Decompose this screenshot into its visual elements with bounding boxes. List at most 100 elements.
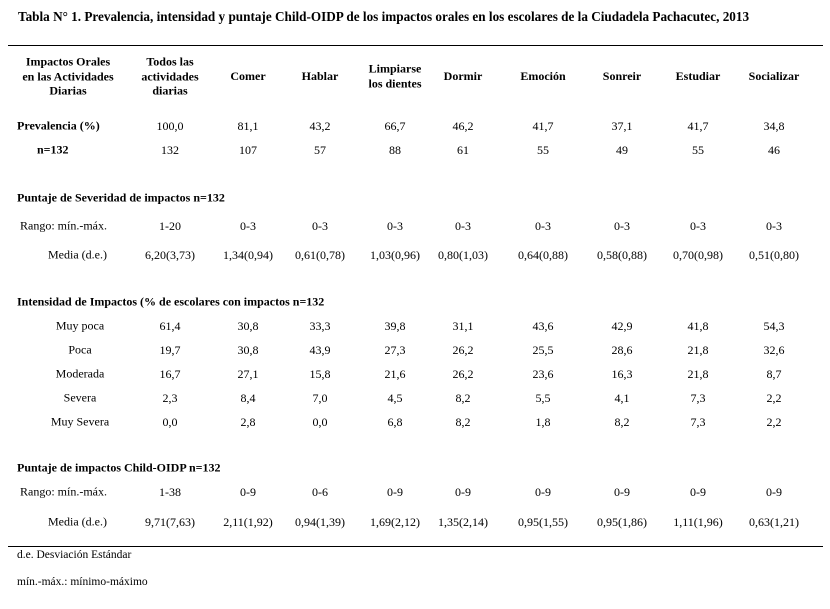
table-cell: 61	[457, 143, 469, 157]
column-header: Impactos Orales en las Actividades Diari…	[22, 54, 114, 98]
table-cell: 0,51(0,80)	[749, 248, 799, 262]
table-cell: 57	[314, 143, 326, 157]
row-label: Severa	[63, 390, 97, 405]
table-cell: 4,5	[387, 391, 403, 405]
table-cell: 8,2	[455, 415, 471, 429]
column-header: Comer	[230, 69, 266, 83]
table-cell: 2,2	[766, 391, 782, 405]
table-cell: 39,8	[384, 319, 406, 333]
table-cell: 5,5	[535, 391, 551, 405]
footnote-de: d.e. Desviación Estándar	[17, 549, 132, 561]
table-cell: 15,8	[309, 367, 331, 381]
table-cell: 2,3	[162, 391, 178, 405]
table-cell: 2,11(1,92)	[223, 515, 273, 529]
table-cell: 0-3	[455, 219, 471, 233]
table-cell: 31,1	[452, 319, 474, 333]
table-cell: 1-38	[159, 485, 181, 499]
row-label: Muy Severa	[50, 414, 110, 429]
column-header: Hablar	[301, 69, 339, 83]
table-cell: 0-3	[387, 219, 403, 233]
table-cell: 0-6	[312, 485, 328, 499]
table-cell: 66,7	[384, 119, 406, 133]
table-cell: 0-3	[766, 219, 782, 233]
row-label: Media (d.e.)	[48, 514, 107, 529]
column-header: Emoción	[520, 69, 566, 83]
table-cell: 1,69(2,12)	[370, 515, 420, 529]
table-cell: 81,1	[237, 119, 259, 133]
row-label: Prevalencia (%)	[17, 118, 100, 133]
table-cell: 0-9	[240, 485, 256, 499]
table-cell: 2,2	[766, 415, 782, 429]
bottom-rule	[8, 546, 823, 547]
table-cell: 0,70(0,98)	[673, 248, 723, 262]
table-cell: 0-9	[766, 485, 782, 499]
footnote-minmax: mín.-máx.: mínimo-máximo	[17, 576, 148, 588]
table-cell: 28,6	[611, 343, 633, 357]
table-cell: 27,3	[384, 343, 406, 357]
column-header: Estudiar	[675, 69, 721, 83]
row-label: Media (d.e.)	[48, 247, 107, 262]
table-cell: 132	[161, 143, 179, 157]
table-cell: 0-3	[240, 219, 256, 233]
table-cell: 0-9	[535, 485, 551, 499]
row-label: Poca	[68, 342, 92, 357]
table-cell: 43,6	[532, 319, 554, 333]
table-cell: 46,2	[452, 119, 474, 133]
table-cell: 0,58(0,88)	[597, 248, 647, 262]
section-heading: Puntaje de impactos Child-OIDP n=132	[17, 460, 221, 475]
table-cell: 0-9	[614, 485, 630, 499]
table-cell: 8,7	[766, 367, 782, 381]
table-cell: 49	[616, 143, 628, 157]
table-cell: 43,2	[309, 119, 331, 133]
table-cell: 100,0	[156, 119, 184, 133]
table-cell: 0,61(0,78)	[295, 248, 345, 262]
table-cell: 41,7	[532, 119, 554, 133]
table-cell: 34,8	[763, 119, 785, 133]
table-cell: 0,80(1,03)	[438, 248, 488, 262]
table-cell: 0,64(0,88)	[518, 248, 568, 262]
row-label: Moderada	[55, 366, 105, 381]
table-cell: 43,9	[309, 343, 331, 357]
table-cell: 26,2	[452, 367, 474, 381]
table-cell: 25,5	[532, 343, 554, 357]
table-cell: 0,63(1,21)	[749, 515, 799, 529]
table-cell: 4,1	[614, 391, 630, 405]
table-cell: 8,2	[614, 415, 630, 429]
top-rule	[8, 45, 823, 46]
table-cell: 0-9	[387, 485, 403, 499]
table-cell: 0-9	[690, 485, 706, 499]
column-header: Socializar	[748, 69, 800, 83]
table-cell: 19,7	[159, 343, 181, 357]
table-cell: 21,6	[384, 367, 406, 381]
table-cell: 88	[389, 143, 401, 157]
table-cell: 33,3	[309, 319, 331, 333]
table-cell: 1,35(2,14)	[438, 515, 488, 529]
table-cell: 41,8	[687, 319, 709, 333]
table-cell: 0,94(1,39)	[295, 515, 345, 529]
table-cell: 0,95(1,86)	[597, 515, 647, 529]
table-cell: 30,8	[237, 319, 259, 333]
table-cell: 7,3	[690, 391, 706, 405]
table-cell: 0-3	[312, 219, 328, 233]
table-cell: 107	[239, 143, 257, 157]
table-cell: 41,7	[687, 119, 709, 133]
table-cell: 8,2	[455, 391, 471, 405]
table-cell: 0-3	[535, 219, 551, 233]
table-cell: 7,3	[690, 415, 706, 429]
row-label: Rango: mín.-máx.	[20, 218, 107, 233]
table-cell: 16,3	[611, 367, 633, 381]
table-cell: 8,4	[240, 391, 256, 405]
column-header: Dormir	[443, 69, 483, 83]
table-cell: 2,8	[240, 415, 256, 429]
table-cell: 54,3	[763, 319, 785, 333]
table-cell: 23,6	[532, 367, 554, 381]
column-header: Sonreir	[602, 69, 642, 83]
table-cell: 55	[692, 143, 704, 157]
table-cell: 21,8	[687, 343, 709, 357]
table-cell: 21,8	[687, 367, 709, 381]
table-cell: 1,8	[535, 415, 551, 429]
section-heading: Intensidad de Impactos (% de escolares c…	[17, 294, 325, 309]
table-cell: 7,0	[312, 391, 328, 405]
table-cell: 1,03(0,96)	[370, 248, 420, 262]
table-cell: 61,4	[159, 319, 181, 333]
